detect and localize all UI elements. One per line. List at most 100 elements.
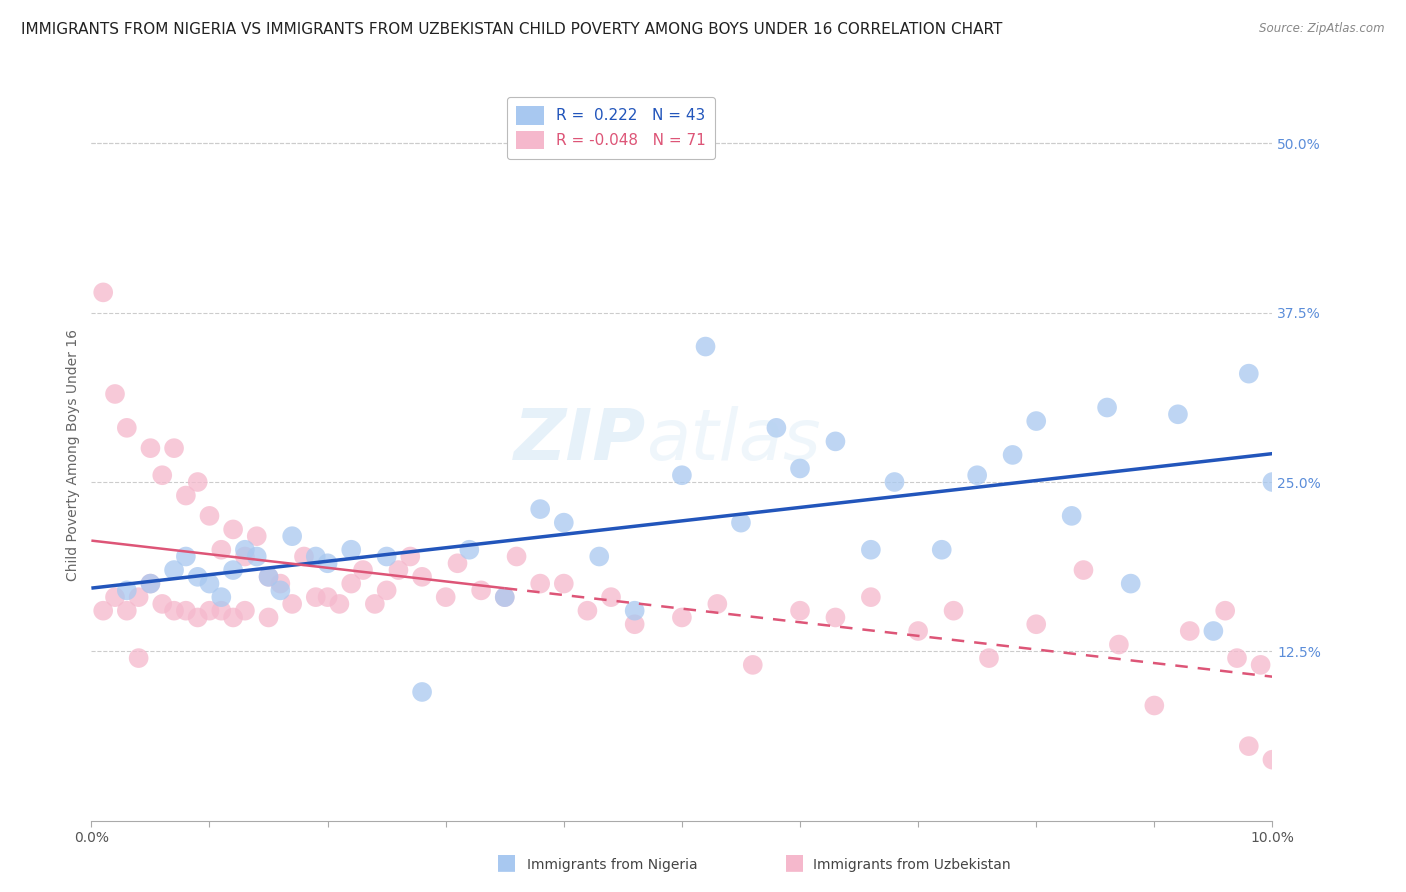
Point	[233, 542, 256, 557]
Point	[150, 597, 173, 611]
Point	[281, 529, 304, 543]
Point	[150, 468, 173, 483]
Point	[1237, 367, 1260, 381]
Point	[1167, 407, 1189, 421]
Point	[1073, 563, 1095, 577]
Point	[434, 590, 457, 604]
Point	[907, 624, 929, 638]
Point	[387, 563, 409, 577]
Legend: R =  0.222   N = 43, R = -0.048   N = 71: R = 0.222 N = 43, R = -0.048 N = 71	[508, 97, 714, 159]
Point	[198, 576, 221, 591]
Point	[375, 583, 398, 598]
Point	[352, 563, 374, 577]
Point	[246, 549, 269, 564]
Point	[1143, 698, 1166, 713]
Point	[269, 583, 291, 598]
Point	[1261, 475, 1284, 489]
Point	[316, 590, 339, 604]
Point	[139, 441, 162, 455]
Point	[671, 468, 693, 483]
Text: Immigrants from Uzbekistan: Immigrants from Uzbekistan	[813, 858, 1011, 872]
Text: IMMIGRANTS FROM NIGERIA VS IMMIGRANTS FROM UZBEKISTAN CHILD POVERTY AMONG BOYS U: IMMIGRANTS FROM NIGERIA VS IMMIGRANTS FR…	[21, 22, 1002, 37]
Text: ■: ■	[785, 853, 804, 872]
Point	[706, 597, 728, 611]
Text: Immigrants from Nigeria: Immigrants from Nigeria	[527, 858, 697, 872]
Point	[340, 576, 363, 591]
Point	[222, 523, 245, 537]
Point	[446, 556, 468, 570]
Text: Source: ZipAtlas.com: Source: ZipAtlas.com	[1260, 22, 1385, 36]
Point	[1060, 508, 1083, 523]
Point	[292, 549, 315, 564]
Point	[91, 604, 114, 618]
Point	[281, 597, 304, 611]
Point	[257, 570, 280, 584]
Point	[411, 570, 433, 584]
Text: ZIP: ZIP	[515, 406, 647, 475]
Point	[824, 434, 846, 449]
Point	[671, 610, 693, 624]
Point	[1095, 401, 1118, 415]
Point	[1178, 624, 1201, 638]
Point	[305, 590, 328, 604]
Point	[1213, 604, 1236, 618]
Point	[1237, 739, 1260, 753]
Point	[977, 651, 1000, 665]
Point	[470, 583, 492, 598]
Point	[115, 421, 138, 435]
Text: ■: ■	[496, 853, 516, 872]
Point	[375, 549, 398, 564]
Point	[209, 604, 232, 618]
Point	[115, 583, 138, 598]
Point	[553, 576, 575, 591]
Point	[1202, 624, 1225, 638]
Point	[623, 604, 645, 618]
Point	[128, 651, 150, 665]
Point	[859, 542, 882, 557]
Point	[174, 549, 197, 564]
Point	[174, 489, 197, 503]
Point	[741, 657, 763, 672]
Point	[187, 610, 209, 624]
Point	[209, 542, 232, 557]
Point	[411, 685, 433, 699]
Point	[328, 597, 350, 611]
Point	[257, 570, 280, 584]
Point	[695, 340, 717, 354]
Point	[1108, 638, 1130, 652]
Point	[209, 590, 232, 604]
Point	[305, 549, 328, 564]
Point	[494, 590, 516, 604]
Point	[139, 576, 162, 591]
Point	[1261, 753, 1284, 767]
Point	[931, 542, 953, 557]
Point	[139, 576, 162, 591]
Point	[399, 549, 422, 564]
Point	[222, 563, 245, 577]
Point	[529, 576, 551, 591]
Point	[104, 387, 127, 401]
Point	[128, 590, 150, 604]
Point	[1001, 448, 1024, 462]
Point	[824, 610, 846, 624]
Point	[187, 570, 209, 584]
Point	[494, 590, 516, 604]
Point	[1025, 414, 1047, 428]
Point	[222, 610, 245, 624]
Point	[316, 556, 339, 570]
Point	[91, 285, 114, 300]
Text: atlas: atlas	[647, 406, 821, 475]
Point	[883, 475, 905, 489]
Point	[187, 475, 209, 489]
Y-axis label: Child Poverty Among Boys Under 16: Child Poverty Among Boys Under 16	[66, 329, 80, 581]
Point	[623, 617, 645, 632]
Point	[1226, 651, 1249, 665]
Point	[588, 549, 610, 564]
Point	[859, 590, 882, 604]
Point	[233, 604, 256, 618]
Point	[364, 597, 387, 611]
Point	[115, 604, 138, 618]
Point	[942, 604, 965, 618]
Point	[104, 590, 127, 604]
Point	[1250, 657, 1272, 672]
